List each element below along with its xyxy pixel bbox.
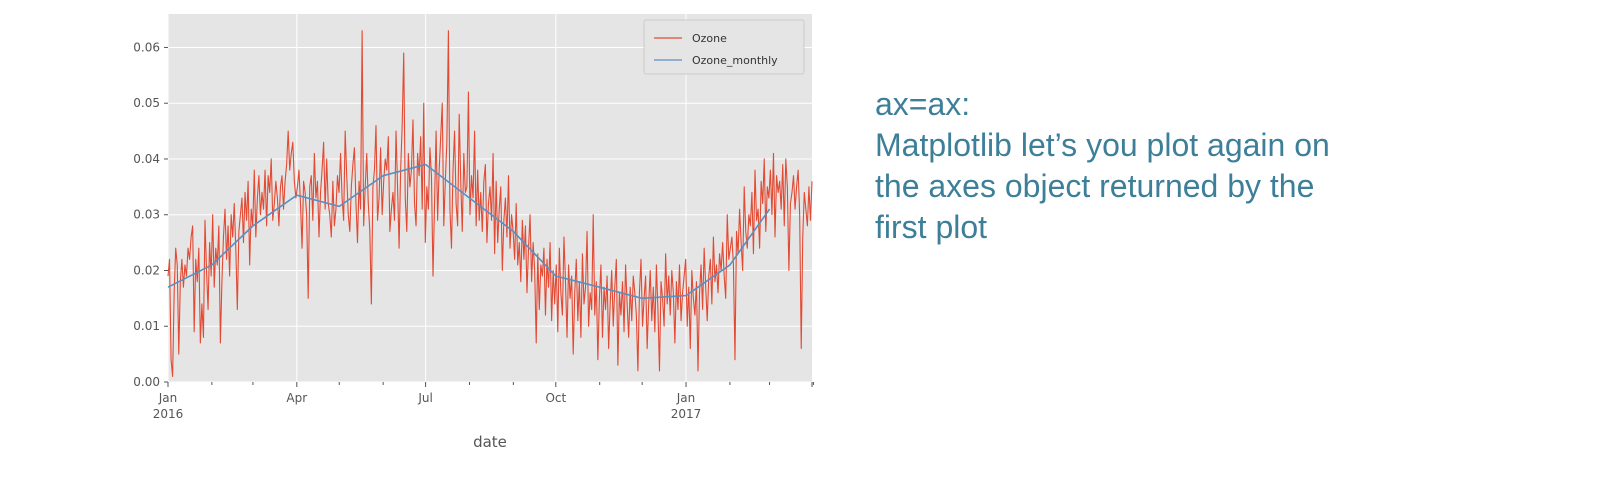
ozone-chart: 0.00 0.01 0.02 0.03 0.04 0.05 0.06 Jan 2016 Apr Ju… [0, 0, 840, 480]
x-tick-label: Jan [676, 391, 696, 405]
x-tick-label: Apr [286, 391, 307, 405]
y-tick-label: 0.02 [133, 263, 160, 277]
annotation-line: the axes object returned by the [875, 166, 1435, 207]
legend-label-ozone: Ozone [692, 32, 727, 45]
annotation-line: ax=ax: [875, 84, 1435, 125]
x-axis-title: date [473, 433, 507, 451]
x-tick-label: Oct [545, 391, 566, 405]
legend-label-ozone-monthly: Ozone_monthly [692, 54, 778, 67]
y-tick-label: 0.01 [133, 319, 160, 333]
legend: Ozone Ozone_monthly [644, 20, 804, 74]
x-tick-sublabel: 2016 [153, 407, 184, 421]
y-tick-label: 0.05 [133, 96, 160, 110]
annotation-line: Matplotlib let’s you plot again on [875, 125, 1435, 166]
x-tick-label: Jul [417, 391, 432, 405]
y-tick-label: 0.04 [133, 152, 160, 166]
y-tick-label: 0.03 [133, 208, 160, 222]
x-tick-label: Jan [158, 391, 178, 405]
annotation-text: ax=ax: Matplotlib let’s you plot again o… [875, 84, 1435, 248]
x-tick-sublabel: 2017 [671, 407, 702, 421]
y-tick-label: 0.00 [133, 375, 160, 389]
y-tick-label: 0.06 [133, 40, 160, 54]
annotation-line: first plot [875, 207, 1435, 248]
